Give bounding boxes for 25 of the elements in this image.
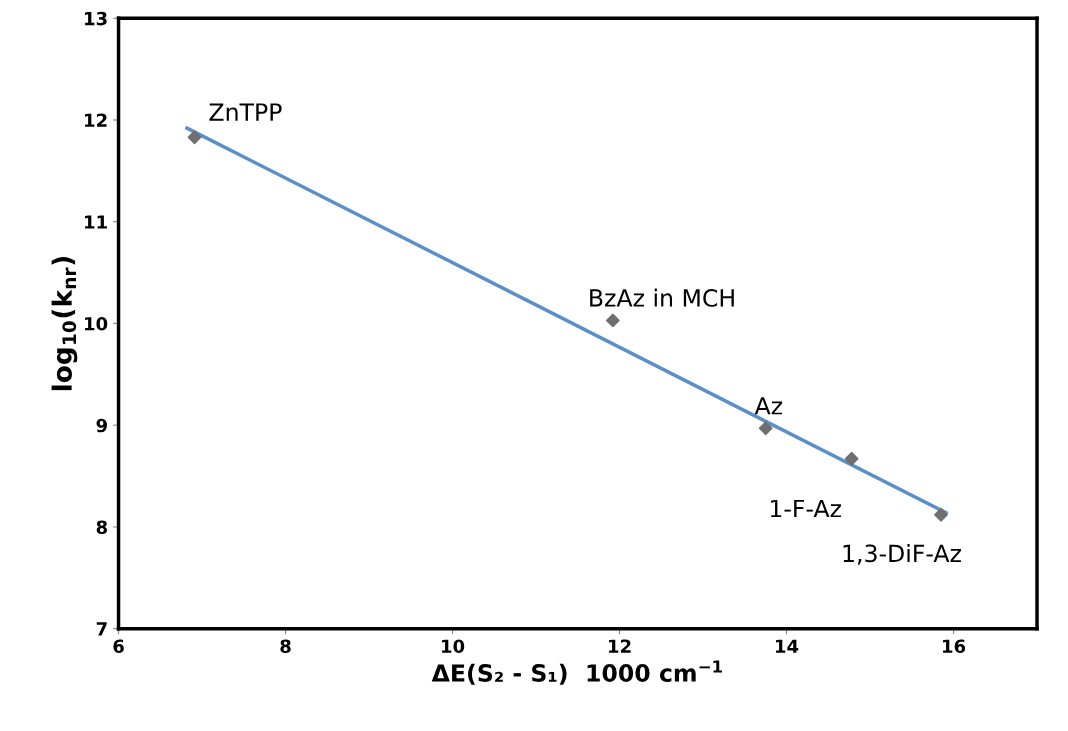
x-tick-label: 12	[609, 639, 631, 653]
y-tick-label: 9	[96, 418, 107, 433]
point	[844, 451, 859, 466]
annotation: 1-F-Az	[770, 499, 841, 518]
y-tick-label: 7	[96, 622, 107, 636]
annotation: Az	[754, 397, 783, 415]
annotation: ZnTPP	[209, 103, 282, 121]
annotation: BzAz in MCH	[590, 288, 734, 307]
point	[934, 507, 948, 522]
x-tick-label: 16	[943, 639, 966, 654]
y-tick-label: 10	[85, 316, 108, 331]
point	[758, 421, 773, 436]
y-tick-label: 12	[85, 113, 107, 127]
y-tick-label: 13	[85, 11, 107, 26]
x-tick-label: 10	[442, 639, 465, 654]
y-axis-title: log$_{10}$(k$_{nr}$)	[51, 256, 78, 391]
annotation: 1,3-DiF-Az	[843, 544, 961, 565]
point	[605, 313, 620, 328]
x-tick-label: 8	[280, 639, 291, 654]
x-axis-title: ΔE(S₂ - S₁) 1000 cm$^{−1}$	[431, 660, 722, 685]
x-tick-label: 6	[113, 639, 124, 654]
point	[187, 130, 202, 145]
y-tick-label: 8	[96, 520, 108, 535]
x-tick-label: 14	[776, 639, 799, 653]
y-tick-label: 11	[85, 215, 107, 229]
